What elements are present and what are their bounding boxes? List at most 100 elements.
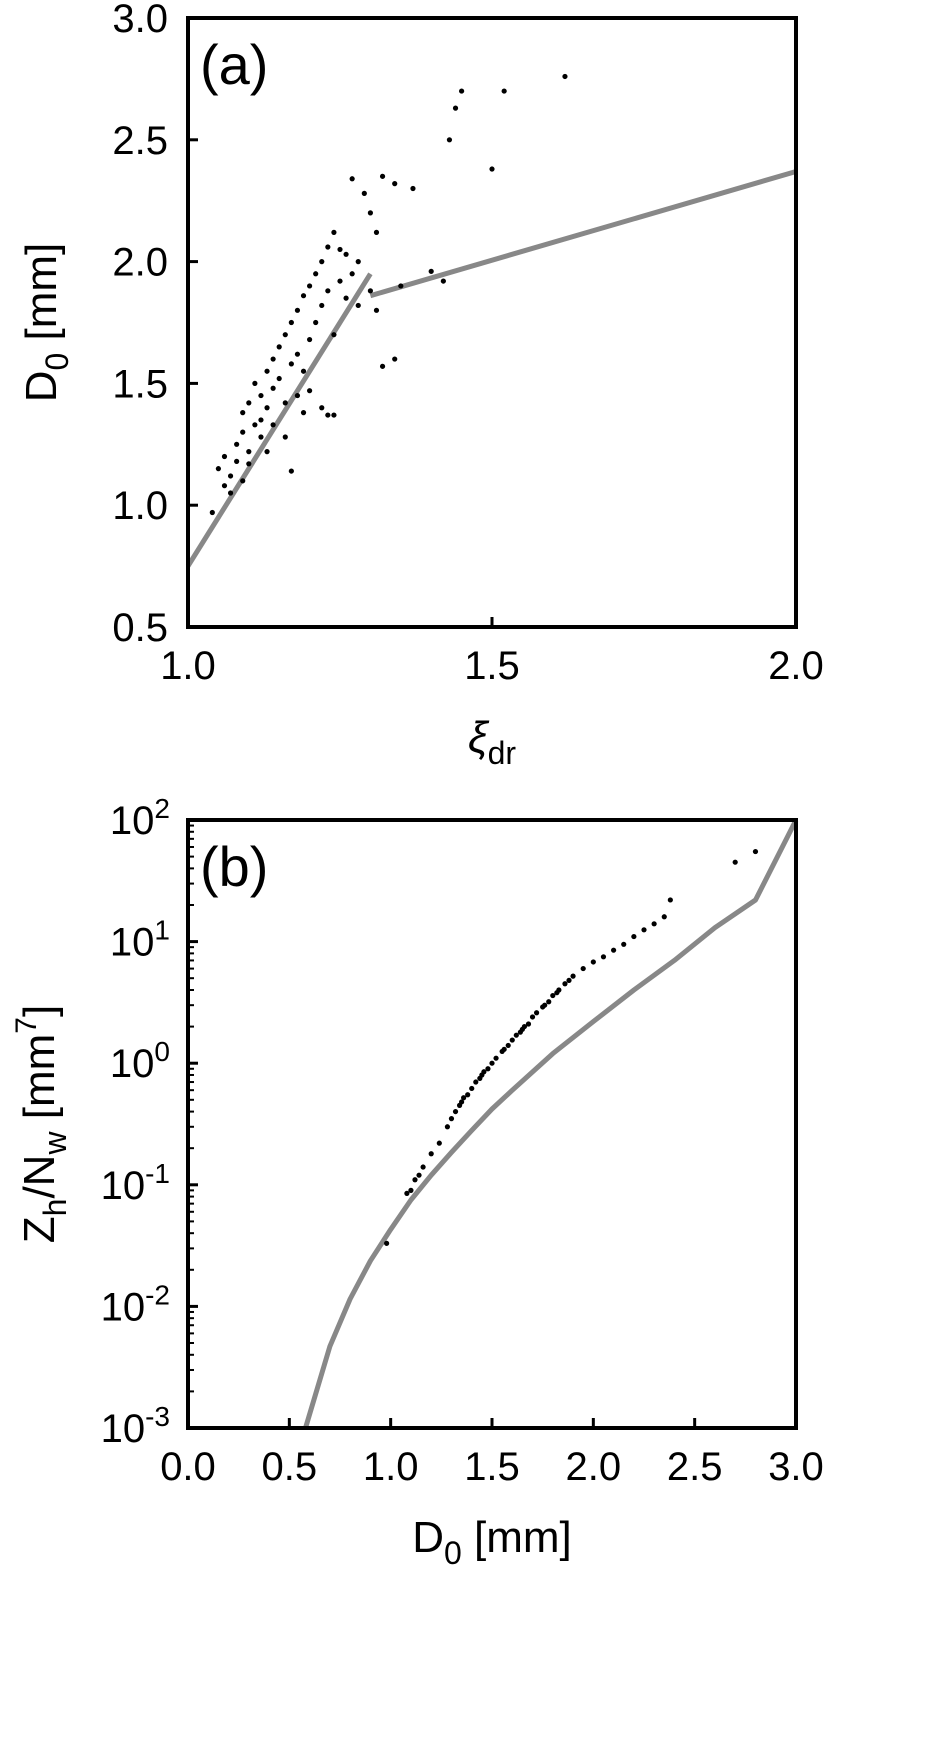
panel-b-y-tick-label: 101 bbox=[110, 915, 170, 965]
panel-b-data-point bbox=[436, 1140, 442, 1146]
panel-a-data-point bbox=[221, 453, 228, 460]
panel-a-data-point bbox=[331, 332, 337, 338]
panel-a-data-point bbox=[313, 271, 319, 277]
panel-a-x-tick-label: 1.0 bbox=[160, 644, 216, 688]
panel-b-data-point bbox=[600, 954, 607, 960]
panel-a-data-point bbox=[240, 429, 246, 435]
panel-a-data-point bbox=[258, 434, 264, 440]
panel-b-x-axis-label: D0 [mm] bbox=[412, 1513, 572, 1571]
panel-a-data-point bbox=[300, 368, 307, 374]
panel-b-data-point bbox=[517, 1029, 523, 1035]
panel-a-data-point bbox=[276, 375, 282, 382]
panel-b-data-point bbox=[489, 1060, 495, 1066]
panel-b-y-axis-label-p4: ] bbox=[15, 1005, 64, 1017]
panel-a-y-tick-label: 1.5 bbox=[112, 362, 168, 406]
panel-b-data-point bbox=[448, 1116, 455, 1122]
panel-a-data-point bbox=[452, 105, 459, 111]
panel-a-x-tick-label: 2.0 bbox=[768, 644, 824, 688]
panel-b-x-axis-label-sub: 0 bbox=[444, 1535, 462, 1571]
panel-b-data-point bbox=[562, 981, 568, 987]
panel-a-data-point bbox=[270, 356, 276, 362]
panel-a-data-point bbox=[221, 483, 228, 489]
panel-b-x-tick-label: 1.5 bbox=[464, 1445, 520, 1489]
panel-a-data-point bbox=[398, 283, 404, 289]
panel-a-data-point bbox=[282, 400, 288, 406]
panel-b-y-tick-label: 102 bbox=[110, 793, 170, 843]
panel-b-data-point bbox=[521, 1023, 528, 1030]
panel-a-axes-frame bbox=[186, 16, 798, 629]
panel-b-data-point bbox=[493, 1055, 499, 1061]
panel-a-data-point bbox=[294, 307, 301, 313]
panel-a-data-point bbox=[258, 417, 264, 423]
panel-b-x-axis-label-main: D bbox=[412, 1513, 444, 1562]
panel-b-data-point bbox=[554, 990, 560, 996]
panel-b-data-point bbox=[456, 1102, 463, 1108]
panel-b-data-point bbox=[404, 1190, 410, 1196]
panel-a-data-point bbox=[276, 344, 282, 350]
panel-a-data-point bbox=[325, 412, 331, 418]
panel-b-data-point bbox=[590, 959, 596, 965]
panel-a-data-point bbox=[355, 302, 361, 309]
panel-a-x-ticks: 1.0 1.5 2.0 bbox=[160, 617, 824, 688]
panel-b-y-axis-label-p1-sub: h bbox=[37, 1199, 73, 1217]
panel-b-y-tick-label: 10-1 bbox=[101, 1158, 170, 1208]
panel-b-data-point bbox=[546, 999, 552, 1005]
panel-b-data-point bbox=[481, 1069, 487, 1075]
panel-a-points bbox=[209, 73, 568, 516]
panel-a-data-point bbox=[252, 380, 258, 386]
panel-a-data-point bbox=[246, 400, 252, 406]
panel-b-data-point bbox=[566, 977, 572, 983]
panel-a-data-point bbox=[501, 88, 507, 94]
panel-a-fit-line-1 bbox=[185, 272, 373, 568]
panel-b-axes-frame bbox=[186, 818, 798, 1430]
panel-a-data-point bbox=[234, 441, 240, 447]
panel-b-data-point bbox=[408, 1187, 414, 1193]
panel-a-data-point bbox=[227, 473, 234, 479]
panel-a-data-point bbox=[300, 410, 307, 416]
panel-b-data-point bbox=[732, 859, 738, 865]
panel-b-data-point bbox=[621, 941, 627, 947]
panel-a-data-point bbox=[349, 176, 355, 182]
panel-b-data-point bbox=[752, 848, 759, 855]
panel-a-data-point bbox=[270, 385, 276, 391]
panel-b-data-point bbox=[485, 1066, 491, 1072]
panel-b-y-axis-label-p3: [mm bbox=[15, 1034, 64, 1132]
panel-b-data-point bbox=[513, 1032, 519, 1038]
panel-a-data-point bbox=[282, 332, 288, 338]
panel-a-data-point bbox=[459, 88, 465, 94]
panel-a-data-point bbox=[294, 392, 301, 399]
panel-a-data-point bbox=[288, 361, 294, 367]
panel-b-data-point bbox=[416, 1172, 422, 1178]
panel-b-x-tick-label: 0.5 bbox=[262, 1445, 318, 1489]
panel-b-fit-curve-line bbox=[303, 818, 799, 1429]
panel-b-data-point bbox=[570, 973, 576, 979]
panel-a-data-point bbox=[300, 293, 307, 299]
panel-a-data-point bbox=[319, 259, 325, 265]
panel-b-data-point bbox=[533, 1010, 540, 1016]
panel-b-data-point bbox=[501, 1046, 507, 1052]
panel-b-data-point bbox=[550, 992, 556, 999]
panel-a-x-tick-label: 1.5 bbox=[464, 644, 520, 688]
panel-a-data-point bbox=[355, 259, 361, 265]
panel-a-data-point bbox=[215, 466, 221, 472]
panel-b-data-point bbox=[469, 1085, 475, 1092]
panel-b-x-tick-label: 2.0 bbox=[566, 1445, 622, 1489]
panel-a-data-point bbox=[246, 449, 252, 455]
panel-b-data-point bbox=[428, 1151, 434, 1157]
panel-a-data-point bbox=[367, 210, 373, 216]
panel-b-data-point bbox=[580, 965, 586, 972]
panel-b-data-point bbox=[452, 1108, 459, 1115]
panel-a-data-point bbox=[349, 271, 355, 277]
panel-a-data-point bbox=[337, 278, 343, 284]
panel-b-data-point bbox=[651, 921, 657, 927]
panel-b-x-tick-label: 0.0 bbox=[160, 1445, 216, 1489]
panel-a-y-tick-label: 2.5 bbox=[112, 119, 168, 163]
panel-b-data-point bbox=[529, 1014, 536, 1020]
panel-b-x-ticks: 0.0 0.5 1.0 1.5 2.0 2.5 3.0 bbox=[160, 1418, 824, 1489]
panel-a-data-point bbox=[446, 137, 453, 143]
panel-b-data-point bbox=[641, 927, 647, 933]
panel-a-data-point bbox=[234, 458, 240, 464]
panel-b-y-ticks: 10-3 10-2 10-1 100 101 102 bbox=[101, 793, 198, 1451]
panel-b-data-point bbox=[384, 1240, 390, 1246]
